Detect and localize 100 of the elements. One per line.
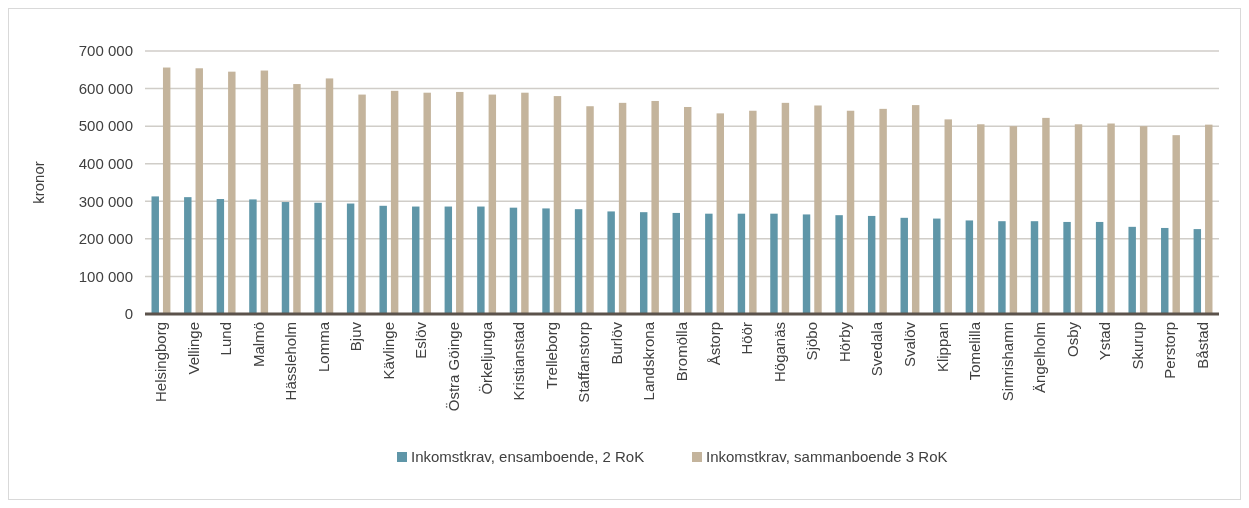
bar [900, 217, 908, 314]
bar [195, 68, 203, 314]
bar [1030, 221, 1039, 314]
bar [325, 78, 334, 314]
x-tick-label: Hässleholm [282, 322, 300, 401]
bar [716, 113, 725, 314]
bar [802, 214, 811, 314]
y-tick-label: 200 000 [78, 230, 133, 248]
x-tick-label: Burlöv [607, 321, 625, 365]
bar [379, 205, 387, 314]
bar [814, 105, 822, 314]
bar [412, 206, 420, 314]
bar [358, 94, 366, 314]
bar [1009, 126, 1018, 314]
x-tick-label: Trelleborg [542, 322, 560, 389]
bar [770, 213, 778, 314]
bar [444, 206, 453, 314]
x-tick-label: Osby [1063, 321, 1081, 358]
x-tick-label: Båstad [1194, 322, 1212, 369]
bar [1095, 221, 1104, 314]
bar [867, 215, 876, 314]
x-tick-label: Höör [738, 322, 756, 355]
bar [965, 220, 974, 314]
bar [1205, 124, 1213, 314]
y-tick-label: 700 000 [78, 42, 133, 60]
bar [184, 197, 192, 314]
x-tick-label: Tomelilla [966, 321, 984, 381]
bar [456, 91, 464, 314]
x-tick-label: Hörby [835, 321, 853, 363]
bar [1063, 221, 1071, 314]
bar [228, 71, 236, 314]
y-tick-label: 0 [124, 305, 133, 323]
bar [521, 92, 529, 314]
bar [293, 84, 301, 314]
x-tick-label: Ystad [1096, 322, 1114, 361]
x-tick-label: Klippan [933, 322, 951, 373]
bar [586, 106, 594, 314]
bar [314, 202, 322, 314]
bar [879, 108, 887, 314]
bar [1161, 227, 1169, 314]
bar [672, 212, 680, 314]
bar [553, 96, 562, 314]
bar [574, 209, 583, 314]
x-tick-label: Skurup [1128, 322, 1146, 370]
x-tick-label: Bjuv [347, 321, 365, 352]
bar [1074, 124, 1083, 314]
bar [781, 102, 790, 314]
bar [1107, 123, 1115, 314]
bar [651, 100, 659, 314]
bar [162, 67, 171, 314]
x-tick-label: Kävlinge [379, 322, 397, 380]
x-tick-label: Höganäs [770, 322, 788, 383]
bar [151, 196, 159, 314]
bar [911, 105, 920, 314]
y-tick-label: 300 000 [78, 192, 133, 210]
bar [1139, 126, 1148, 314]
bar [281, 202, 290, 314]
bar [1128, 226, 1136, 314]
x-tick-label: Vellinge [184, 322, 202, 375]
y-tick-label: 400 000 [78, 154, 133, 172]
bar [260, 70, 269, 314]
bar [477, 206, 485, 314]
bar [390, 90, 399, 314]
bar [933, 218, 941, 314]
bar [542, 208, 550, 314]
bar [977, 124, 985, 314]
bar [1042, 117, 1050, 314]
bar [684, 106, 692, 314]
y-axis-title: kronor [30, 161, 47, 204]
x-tick-label: Lomma [314, 321, 332, 373]
bar [835, 215, 843, 314]
bar [944, 119, 952, 314]
x-tick-label: Östra Göinge [445, 322, 463, 412]
bar [737, 213, 746, 314]
bar [639, 212, 648, 314]
bar [618, 102, 627, 314]
bar [607, 211, 615, 314]
x-tick-label: Ängelholm [1031, 322, 1049, 393]
x-tick-label: Åstorp [705, 322, 723, 366]
bar [998, 221, 1006, 314]
x-tick-label: Bromölla [673, 321, 690, 382]
x-tick-label: Landskrona [640, 321, 658, 401]
legend-label: Inkomstkrav, sammanboende 3 RoK [706, 448, 948, 466]
legend-label: Inkomstkrav, ensamboende, 2 RoK [411, 448, 645, 466]
bar [488, 94, 497, 314]
bar [216, 199, 225, 314]
x-tick-label: Helsingborg [151, 322, 169, 403]
y-tick-label: 600 000 [78, 79, 133, 97]
x-tick-label: Staffanstorp [575, 322, 593, 403]
bar [423, 92, 431, 314]
bar [249, 199, 257, 314]
x-tick-label: Simrishamn [998, 322, 1016, 402]
x-tick-label: Eslöv [412, 321, 430, 359]
bar [846, 110, 855, 314]
y-tick-label: 100 000 [78, 267, 133, 285]
bar [1193, 229, 1202, 314]
bar [509, 207, 518, 314]
x-tick-label: Svedala [868, 321, 886, 377]
bar [346, 203, 355, 314]
x-tick-label: Malmö [249, 322, 267, 368]
